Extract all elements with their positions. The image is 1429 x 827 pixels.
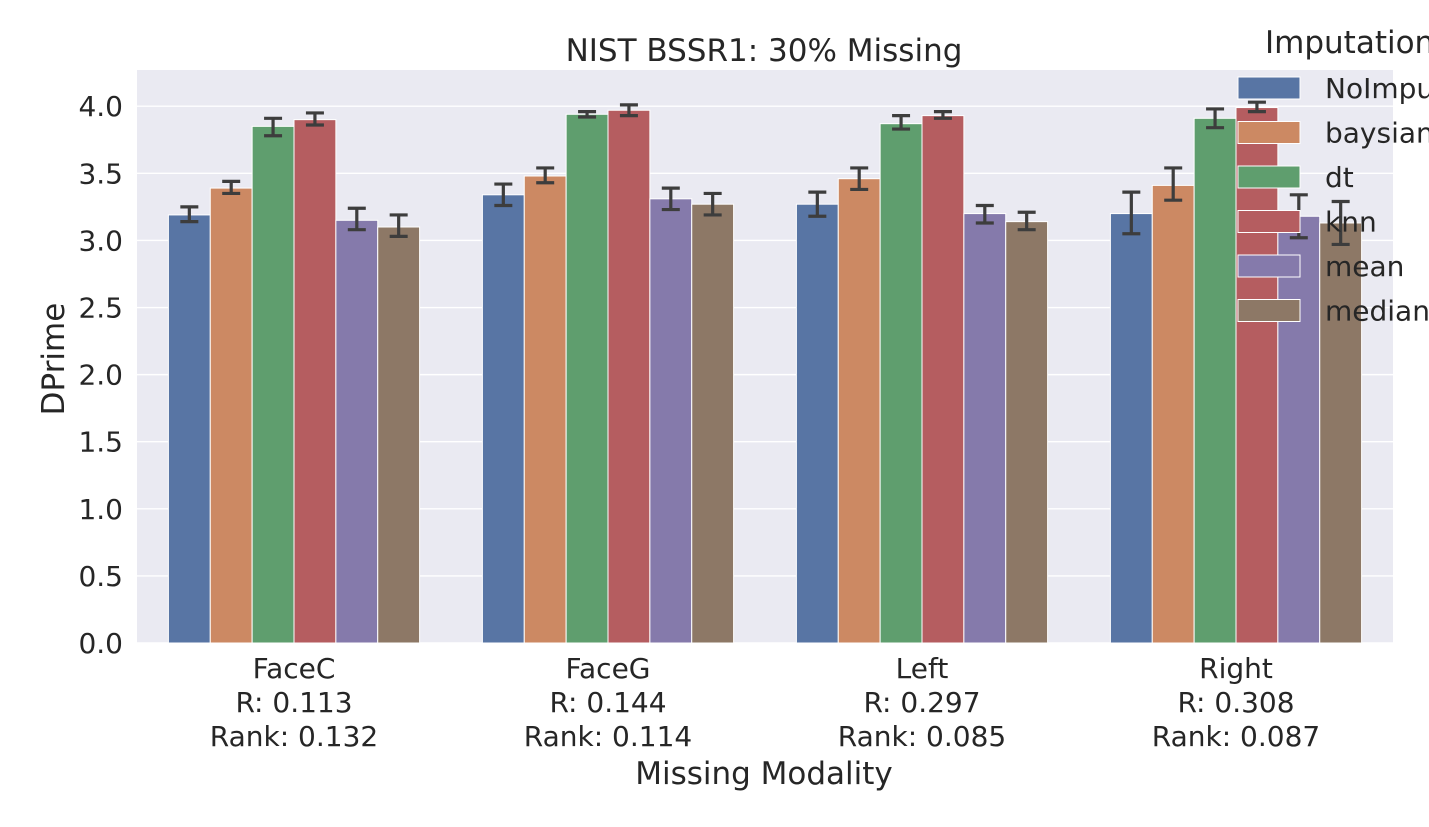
legend-swatch-dt [1237,165,1301,189]
bar-knn-FaceG [607,109,651,644]
y-tick-label: 0.0 [78,627,123,660]
bar-NoImputation-FaceC [167,214,211,644]
y-tick-label: 1.0 [78,493,123,526]
y-tick-label: 3.5 [78,157,123,190]
bar-dt-Left [879,123,923,644]
bar-median-FaceC [377,226,421,644]
bar-dt-FaceC [251,125,295,644]
y-axis-label: DPrime [36,303,72,416]
bar-knn-Right [1235,107,1279,644]
bar-NoImputation-Left [795,203,839,644]
x-tick-label: FaceC [253,652,336,685]
bar-mean-FaceG [649,198,693,644]
bar-median-Left [1005,221,1049,644]
x-tick-rank-label: Rank: 0.085 [838,720,1006,753]
bar-dt-FaceG [565,113,609,644]
bar-dt-Right [1193,117,1237,644]
bar-median-FaceG [691,203,735,644]
x-tick-rank-label: Rank: 0.132 [210,720,378,753]
bar-mean-Left [963,213,1007,644]
bar-mean-Right [1277,215,1321,644]
bar-knn-Left [921,115,965,644]
legend-label-dt: dt [1325,161,1354,194]
x-tick-r-label: R: 0.297 [863,686,980,719]
legend-label-NoImputation: NoImputation [1325,72,1429,105]
x-tick-r-label: R: 0.144 [549,686,666,719]
legend-swatch-knn [1237,210,1301,233]
x-tick-rank-label: Rank: 0.087 [1152,720,1320,753]
bar-baysian-Right [1151,184,1195,644]
legend-title: Imputation [1265,25,1429,61]
bar-mean-FaceC [335,219,379,644]
y-tick-label: 2.5 [78,292,123,325]
bar-baysian-FaceC [209,187,253,644]
bar-baysian-FaceG [523,175,567,644]
x-tick-label: Left [896,652,949,685]
legend-label-mean: mean [1325,250,1404,283]
x-tick-rank-label: Rank: 0.114 [524,720,692,753]
y-tick-label: 2.0 [78,359,123,392]
bar-median-Right [1319,222,1363,644]
legend-swatch-NoImputation [1237,76,1301,100]
y-tick-label: 4.0 [78,90,123,123]
x-tick-label: FaceG [565,652,650,685]
x-tick-r-label: R: 0.113 [235,686,352,719]
x-tick-r-label: R: 0.308 [1177,686,1294,719]
legend-label-baysian: baysian [1325,117,1429,150]
y-tick-label: 0.5 [78,560,123,593]
y-tick-label: 3.0 [78,224,123,257]
legend-swatch-median [1237,299,1301,322]
chart-title: NIST BSSR1: 30% Missing [566,33,963,69]
y-tick-label: 1.5 [78,426,123,459]
legend-swatch-baysian [1237,121,1301,144]
bar-NoImputation-Right [1109,213,1153,644]
bar-baysian-Left [837,178,881,644]
bar-knn-FaceC [293,119,337,644]
bar-NoImputation-FaceG [481,194,525,644]
legend-label-median: median [1325,295,1429,328]
x-axis-label: Missing Modality [635,756,893,792]
x-tick-label: Right [1199,652,1273,685]
legend-label-knn: knn [1325,206,1377,239]
legend-swatch-mean [1237,254,1301,278]
